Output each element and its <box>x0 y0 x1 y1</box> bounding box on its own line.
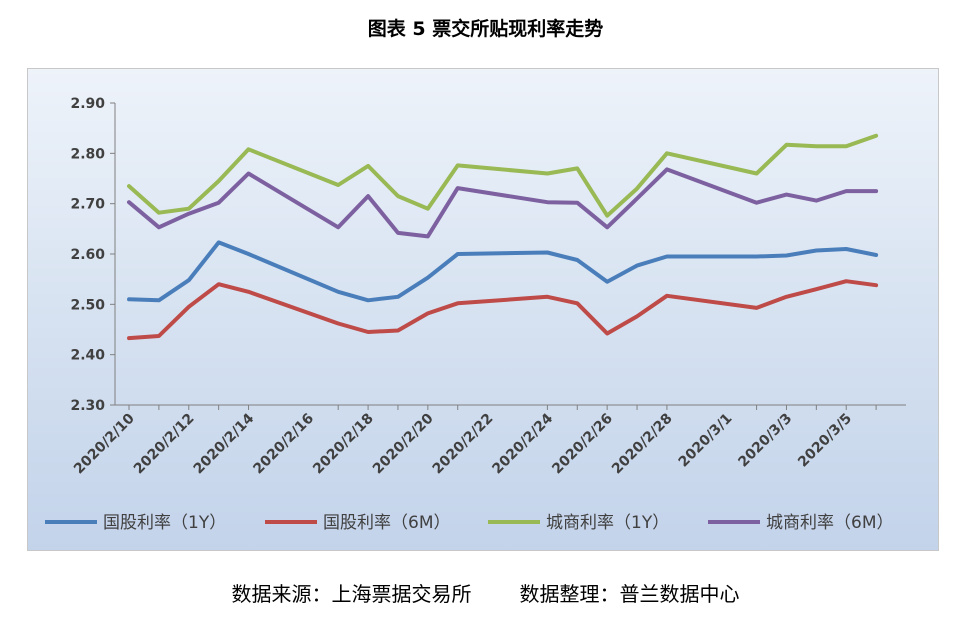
x-tick-label: 2020/3/3 <box>735 411 795 471</box>
chart-frame <box>27 68 939 551</box>
y-tick-label: 2.40 <box>70 348 105 364</box>
y-tick-label: 2.50 <box>70 297 105 313</box>
x-tick-label: 2020/2/14 <box>191 410 258 477</box>
series-line-2 <box>127 279 879 341</box>
y-tick-label: 2.30 <box>70 398 105 414</box>
x-tick-label: 2020/2/18 <box>310 411 377 478</box>
chart-axes: 2.902.802.702.602.502.402.302020/2/10202… <box>70 96 906 477</box>
series-line-1 <box>127 240 879 303</box>
x-tick-label: 2020/3/5 <box>795 411 855 471</box>
x-tick-label: 2020/2/20 <box>370 410 437 477</box>
footer-note: 数据来源：上海票据交易所 数据整理：普兰数据中心 <box>0 578 971 607</box>
x-tick-label: 2020/2/28 <box>609 411 676 478</box>
x-tick-label: 2020/2/12 <box>131 411 198 478</box>
x-tick-label: 2020/2/10 <box>71 410 138 477</box>
legend-label: 城商利率（6M） <box>766 513 893 533</box>
data-source-text: 数据来源：上海票据交易所 <box>231 582 472 606</box>
x-tick-label: 2020/3/1 <box>676 411 736 471</box>
data-compiled-text: 数据整理：普兰数据中心 <box>519 582 740 606</box>
legend-label: 城商利率（1Y） <box>546 513 669 533</box>
x-tick-label: 2020/2/26 <box>549 411 616 478</box>
series-line-4 <box>127 167 879 239</box>
y-tick-label: 2.60 <box>70 247 105 263</box>
series-line-3 <box>127 133 879 218</box>
x-tick-label: 2020/2/16 <box>250 411 317 478</box>
legend-label: 国股利率（1Y） <box>103 513 226 533</box>
series-layer <box>127 133 879 341</box>
chart-title: 图表 5 票交所贴现利率走势 <box>367 18 604 40</box>
x-tick-label: 2020/2/24 <box>489 410 556 477</box>
y-tick-label: 2.80 <box>70 146 105 162</box>
y-tick-label: 2.70 <box>70 197 105 213</box>
chart-legend: 国股利率（1Y） 国股利率（6M） 城商利率（1Y） 城商利率（6M） <box>45 513 893 533</box>
y-tick-label: 2.90 <box>70 96 105 112</box>
legend-label: 国股利率（6M） <box>323 513 450 533</box>
x-tick-label: 2020/2/22 <box>430 411 497 478</box>
